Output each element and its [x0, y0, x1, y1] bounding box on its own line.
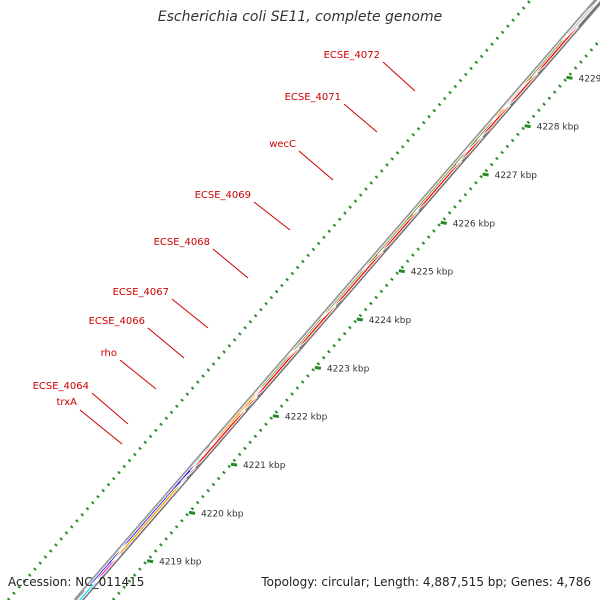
- inner-dotted-scale: [111, 39, 600, 600]
- map-title: Escherichia coli SE11, complete genome: [157, 9, 443, 25]
- scale-tick-label: 4221 kbp: [243, 461, 286, 471]
- scale-tick-label: 4229 kbp: [579, 74, 600, 84]
- gene-leader-line: [343, 103, 378, 133]
- scale-tick-label: 4223 kbp: [327, 364, 370, 374]
- outer-dotted-scale: [6, 0, 533, 600]
- scale-tick-mark: [230, 462, 238, 467]
- scale-tick-mark: [398, 269, 406, 274]
- gene-label[interactable]: rho: [101, 348, 117, 359]
- scale-tick-mark: [440, 220, 447, 225]
- gene-label[interactable]: ECSE_4072: [324, 50, 380, 61]
- gene-leader-line: [212, 248, 249, 279]
- backbone-outer-line: [73, 0, 598, 600]
- gene-leader-line: [91, 392, 129, 425]
- gene-leader-line: [298, 150, 334, 181]
- cyan-gene-lower[interactable]: [70, 576, 102, 600]
- scale-tick-mark: [146, 559, 154, 564]
- gene-label[interactable]: ECSE_4071: [285, 92, 341, 103]
- topology-summary: Topology: circular; Length: 4,887,515 bp…: [261, 575, 591, 589]
- scale-tick-label: 4222 kbp: [285, 413, 328, 423]
- scale-tick-label: 4219 kbp: [159, 558, 202, 568]
- scale-tick-mark: [272, 414, 280, 419]
- scale-tick-mark: [314, 365, 322, 370]
- reverse-gene-7[interactable]: [330, 250, 384, 310]
- gene-label[interactable]: ECSE_4069: [195, 190, 251, 201]
- scale-tick-label: 4220 kbp: [201, 509, 244, 519]
- reverse-gene-3[interactable]: [189, 409, 247, 472]
- gene-leader-line: [382, 61, 416, 92]
- gene-labels: trxA ECSE_4064 rho ECSE_4066 ECSE_4067 ECSE_4…: [33, 50, 416, 445]
- backbone-inner-line: [80, 0, 600, 600]
- reverse-gene-10[interactable]: [455, 135, 484, 165]
- gene-leader-line: [171, 298, 209, 329]
- gene-leader-line: [79, 409, 123, 445]
- gene-label[interactable]: ECSE_4064: [33, 381, 89, 392]
- reverse-gene-11[interactable]: [476, 104, 511, 141]
- scale-tick-label: 4228 kbp: [537, 123, 580, 133]
- scale-tick-label: 4224 kbp: [369, 316, 412, 326]
- scale-tick-label: 4227 kbp: [495, 171, 538, 181]
- gene-label[interactable]: trxA: [56, 397, 77, 408]
- scale-tick-label: 4226 kbp: [453, 219, 496, 229]
- gene-label[interactable]: ECSE_4068: [154, 237, 210, 248]
- reverse-gene-4[interactable]: [239, 395, 258, 415]
- reverse-gene-5[interactable]: [251, 347, 300, 401]
- gene-leader-line: [119, 359, 157, 390]
- scale-ticks: 4219 kbp 4220 kbp 4221 kbp 4222 kbp 4223 kbp…: [146, 74, 600, 568]
- gene-label[interactable]: ECSE_4067: [113, 287, 169, 298]
- gene-leader-line: [147, 327, 185, 359]
- gene-leader-line: [253, 201, 291, 231]
- reverse-gene-9[interactable]: [412, 159, 463, 215]
- reverse-gene-6[interactable]: [293, 305, 337, 353]
- magenta-gene-lower[interactable]: [91, 553, 122, 585]
- reverse-strand-genes: [70, 25, 580, 600]
- reverse-gene-12[interactable]: [504, 72, 539, 109]
- reverse-gene-13[interactable]: [531, 25, 580, 78]
- scale-tick-mark: [566, 75, 573, 80]
- reverse-gene-2[interactable]: [180, 466, 197, 483]
- scale-tick-label: 4225 kbp: [411, 268, 454, 278]
- gene-label[interactable]: ECSE_4066: [89, 316, 145, 327]
- orange-gene-lower[interactable]: [111, 479, 186, 563]
- gene-label[interactable]: wecC: [269, 139, 296, 150]
- scale-tick-mark: [188, 510, 196, 515]
- scale-tick-mark: [482, 172, 489, 177]
- accession-label: Accession: NC_011415: [8, 575, 145, 589]
- gene-grey-block-2[interactable]: [560, 0, 600, 42]
- scale-tick-mark: [356, 317, 364, 322]
- scale-tick-mark: [524, 124, 531, 129]
- reverse-gene-8[interactable]: [377, 209, 420, 256]
